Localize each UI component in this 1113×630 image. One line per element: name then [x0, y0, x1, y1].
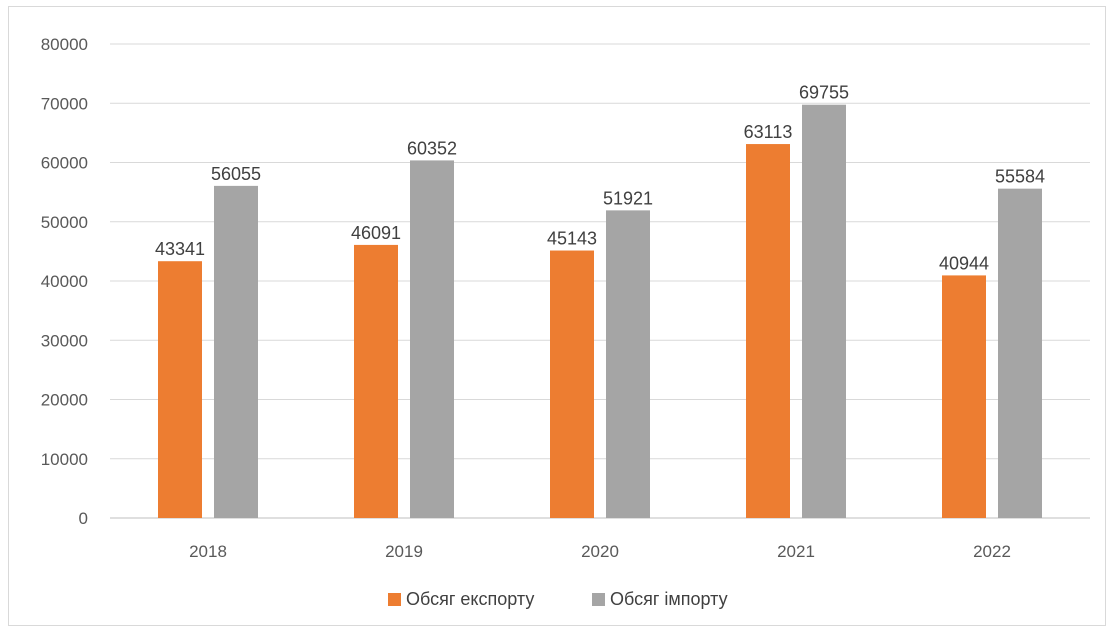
- x-axis-ticks: 2018 2019 2020 2021 2022: [189, 542, 1011, 561]
- data-label: 56055: [211, 164, 261, 184]
- data-labels: 43341 56055 46091 60352 45143 51921 63113 69755…: [155, 83, 1045, 274]
- bar-export-2021: [746, 144, 790, 518]
- gridlines: [110, 43, 1090, 519]
- data-label: 60352: [407, 138, 457, 158]
- y-tick-label: 60000: [41, 154, 88, 173]
- x-tick-label: 2022: [973, 542, 1011, 561]
- legend-label-import: Обсяг імпорту: [610, 589, 728, 609]
- bar-export-2018: [158, 261, 202, 518]
- y-tick-label: 50000: [41, 213, 88, 232]
- bar-import-2019: [410, 160, 454, 518]
- legend-label-export: Обсяг експорту: [406, 589, 534, 609]
- bar-import-2021: [802, 104, 846, 518]
- y-tick-label: 70000: [41, 94, 88, 113]
- bar-import-2022: [998, 188, 1042, 518]
- data-label: 43341: [155, 239, 205, 259]
- data-label: 46091: [351, 223, 401, 243]
- data-label: 40944: [939, 253, 989, 273]
- x-tick-label: 2018: [189, 542, 227, 561]
- x-tick-label: 2021: [777, 542, 815, 561]
- bar-export-2022: [942, 275, 986, 518]
- legend-swatch-import: [592, 593, 605, 606]
- data-label: 63113: [744, 122, 793, 142]
- bar-import-2020: [606, 210, 650, 518]
- y-axis-ticks: 0 10000 20000 30000 40000 50000 60000 70000 8000…: [41, 35, 88, 528]
- y-tick-label: 40000: [41, 272, 88, 291]
- data-label: 55584: [995, 167, 1045, 187]
- bar-import-2018: [214, 185, 258, 518]
- bar-export-2020: [550, 250, 594, 519]
- y-tick-label: 0: [79, 509, 88, 528]
- data-label: 45143: [547, 229, 597, 249]
- x-tick-label: 2020: [581, 542, 619, 561]
- data-label: 69755: [799, 83, 849, 103]
- legend: Обсяг експорту Обсяг імпорту: [388, 589, 728, 609]
- bar-export-2019: [354, 244, 398, 518]
- y-tick-label: 80000: [41, 35, 88, 54]
- x-tick-label: 2019: [385, 542, 423, 561]
- y-tick-label: 20000: [41, 391, 88, 410]
- legend-swatch-export: [388, 593, 401, 606]
- y-tick-label: 10000: [41, 450, 88, 469]
- y-tick-label: 30000: [41, 331, 88, 350]
- data-label: 51921: [603, 188, 653, 208]
- bars: [158, 104, 1042, 519]
